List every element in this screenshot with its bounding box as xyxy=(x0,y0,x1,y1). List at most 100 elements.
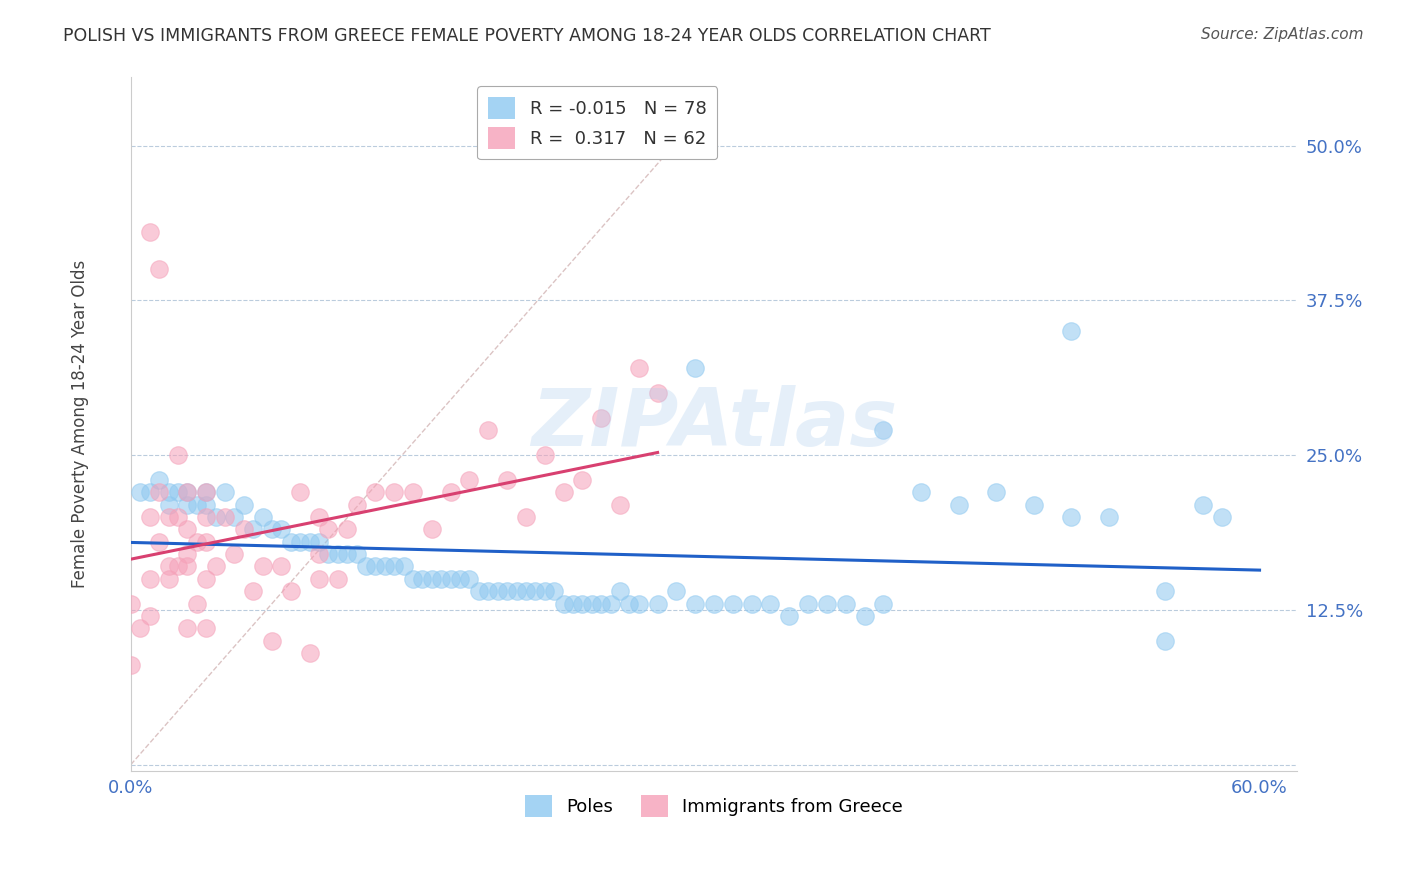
Point xyxy=(440,485,463,500)
Point xyxy=(703,597,725,611)
Point xyxy=(167,559,190,574)
Point xyxy=(204,559,226,574)
Point xyxy=(318,547,340,561)
Point xyxy=(374,559,396,574)
Point xyxy=(553,485,575,500)
Point xyxy=(148,262,170,277)
Point xyxy=(195,485,218,500)
Point xyxy=(741,597,763,611)
Point xyxy=(290,485,312,500)
Point xyxy=(440,572,463,586)
Point xyxy=(138,225,160,239)
Point xyxy=(910,485,932,500)
Point xyxy=(402,485,425,500)
Point xyxy=(308,572,330,586)
Point xyxy=(318,522,340,536)
Point xyxy=(458,473,481,487)
Point xyxy=(571,597,593,611)
Point xyxy=(420,572,443,586)
Point xyxy=(195,572,218,586)
Point xyxy=(759,597,782,611)
Point xyxy=(167,485,190,500)
Point xyxy=(496,584,519,599)
Point xyxy=(148,534,170,549)
Point xyxy=(280,534,302,549)
Point xyxy=(176,522,198,536)
Point xyxy=(1211,509,1233,524)
Point xyxy=(392,559,415,574)
Point xyxy=(1060,509,1083,524)
Text: ZIPAtlas: ZIPAtlas xyxy=(531,385,897,463)
Point xyxy=(948,498,970,512)
Point xyxy=(176,621,198,635)
Point xyxy=(270,559,292,574)
Point xyxy=(619,597,641,611)
Point xyxy=(270,522,292,536)
Point xyxy=(1060,324,1083,338)
Point xyxy=(280,584,302,599)
Point xyxy=(430,572,453,586)
Point xyxy=(138,485,160,500)
Point xyxy=(148,473,170,487)
Point xyxy=(872,423,894,437)
Point xyxy=(571,473,593,487)
Point xyxy=(382,485,405,500)
Point xyxy=(157,498,180,512)
Point xyxy=(204,509,226,524)
Point xyxy=(129,485,152,500)
Point xyxy=(195,498,218,512)
Point xyxy=(308,534,330,549)
Point xyxy=(354,559,377,574)
Point xyxy=(120,597,142,611)
Point xyxy=(298,534,321,549)
Point xyxy=(1154,633,1177,648)
Point xyxy=(609,584,631,599)
Text: POLISH VS IMMIGRANTS FROM GREECE FEMALE POVERTY AMONG 18-24 YEAR OLDS CORRELATIO: POLISH VS IMMIGRANTS FROM GREECE FEMALE … xyxy=(63,27,991,45)
Point xyxy=(157,572,180,586)
Point xyxy=(505,584,527,599)
Point xyxy=(167,448,190,462)
Point xyxy=(609,498,631,512)
Point xyxy=(260,633,283,648)
Point xyxy=(214,509,236,524)
Point xyxy=(336,547,359,561)
Point xyxy=(176,485,198,500)
Legend: Poles, Immigrants from Greece: Poles, Immigrants from Greece xyxy=(517,788,910,824)
Point xyxy=(721,597,744,611)
Point xyxy=(364,485,387,500)
Point xyxy=(232,498,254,512)
Point xyxy=(382,559,405,574)
Point xyxy=(346,547,368,561)
Point xyxy=(683,361,706,376)
Point xyxy=(665,584,688,599)
Point xyxy=(346,498,368,512)
Point xyxy=(232,522,254,536)
Point xyxy=(458,572,481,586)
Point xyxy=(186,597,208,611)
Point xyxy=(647,386,669,401)
Point xyxy=(195,509,218,524)
Point xyxy=(515,584,537,599)
Point xyxy=(138,609,160,624)
Point xyxy=(496,473,519,487)
Point xyxy=(1098,509,1121,524)
Text: Source: ZipAtlas.com: Source: ZipAtlas.com xyxy=(1201,27,1364,42)
Point xyxy=(224,547,246,561)
Point xyxy=(336,522,359,536)
Point xyxy=(326,572,349,586)
Point xyxy=(1022,498,1045,512)
Point xyxy=(214,485,236,500)
Point xyxy=(797,597,820,611)
Point xyxy=(627,361,650,376)
Point xyxy=(308,509,330,524)
Point xyxy=(1192,498,1215,512)
Point xyxy=(129,621,152,635)
Point xyxy=(477,584,499,599)
Point xyxy=(468,584,491,599)
Point xyxy=(524,584,547,599)
Point xyxy=(411,572,433,586)
Point xyxy=(148,485,170,500)
Point xyxy=(627,597,650,611)
Point xyxy=(835,597,858,611)
Point xyxy=(449,572,471,586)
